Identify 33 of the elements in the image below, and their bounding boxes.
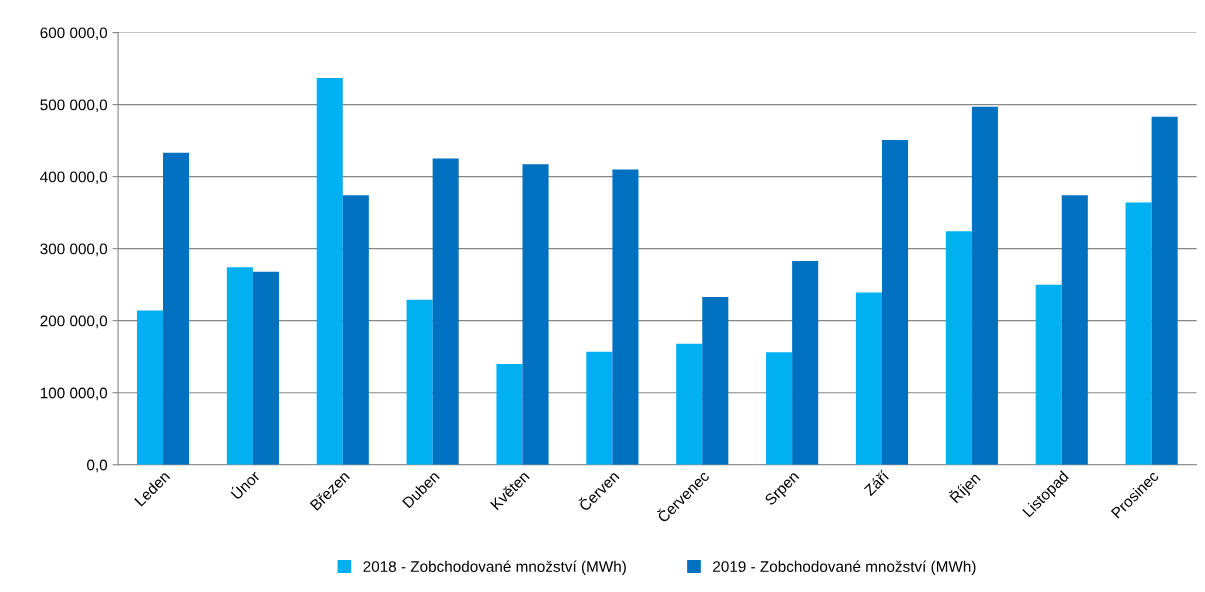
bar xyxy=(522,164,549,465)
bar xyxy=(252,271,279,465)
legend-label: 2018 - Zobchodované množství (MWh) xyxy=(363,560,626,575)
y-tick-label: 400 000,0 xyxy=(40,171,108,185)
bar xyxy=(163,152,190,465)
bar xyxy=(882,139,909,465)
bar xyxy=(432,158,459,465)
bar xyxy=(792,260,819,465)
legend-label: 2019 - Zobchodované množství (MWh) xyxy=(713,560,976,575)
bar xyxy=(496,363,523,465)
bar xyxy=(342,195,369,465)
y-tick-label: 0,0 xyxy=(87,459,108,473)
bar xyxy=(586,351,613,465)
bar xyxy=(316,77,343,465)
bar xyxy=(702,296,729,465)
bar xyxy=(945,231,972,465)
bar xyxy=(1061,195,1088,465)
y-tick-label: 600 000,0 xyxy=(40,27,108,41)
y-tick-label: 500 000,0 xyxy=(40,99,108,113)
y-tick-label: 200 000,0 xyxy=(40,315,108,329)
bar xyxy=(971,106,998,465)
bar xyxy=(612,169,639,465)
bar xyxy=(676,343,703,465)
bar xyxy=(855,292,883,465)
y-tick-label: 300 000,0 xyxy=(40,243,108,257)
bar xyxy=(226,267,253,465)
bar xyxy=(766,352,793,465)
y-tick-label: 100 000,0 xyxy=(40,387,108,401)
bar xyxy=(136,310,164,465)
bar xyxy=(1151,116,1178,465)
bar xyxy=(1035,284,1062,465)
bar xyxy=(406,299,433,465)
bar xyxy=(1125,202,1152,465)
